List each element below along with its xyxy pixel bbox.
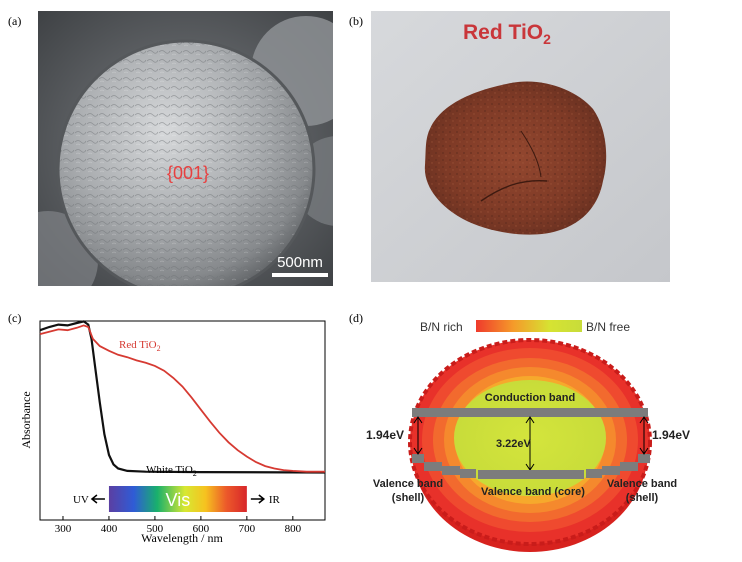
x-tick-label-700: 700: [239, 523, 256, 535]
x-tick-label-300: 300: [55, 523, 72, 535]
series-line-red-tio2: [39, 324, 325, 473]
band-diagram: B/N rich B/N free Conduction band 3.22eV…: [366, 320, 690, 552]
x-tick-label-500: 500: [147, 523, 164, 535]
spectrum-bar: UV Vis IR: [73, 486, 281, 512]
ir-arrow-icon: [250, 494, 266, 504]
shell-gap-label-right: 1.94eV: [652, 428, 690, 442]
panel-label-b: (b): [349, 14, 363, 28]
gradient-right-label: B/N free: [586, 320, 630, 334]
series-label-white-tio2: White TiO2: [146, 464, 197, 478]
x-tick-label-400: 400: [101, 523, 118, 535]
shell-gap-arrowheads-left: [413, 416, 423, 455]
x-tick-label-600: 600: [193, 523, 210, 535]
vis-label: Vis: [166, 490, 191, 510]
shell-gap-label-left: 1.94eV: [366, 428, 404, 442]
conduction-band-bar: [412, 408, 648, 417]
scale-bar-label: 500nm: [277, 254, 323, 271]
panel-label-d: (d): [349, 311, 363, 325]
panel-label-c: (c): [8, 311, 22, 325]
conduction-band-label: Conduction band: [485, 392, 575, 404]
x-tick-label-800: 800: [285, 523, 302, 535]
x-axis-label: Wavelength / nm: [141, 531, 223, 545]
valence-band-shell-left-line2: (shell): [392, 492, 425, 504]
y-axis-label: Absorbance: [19, 391, 33, 448]
valence-band-shell-left-line1: Valence band: [373, 478, 443, 490]
scale-bar: [272, 273, 328, 277]
valence-band-shell-right-line1: Valence band: [607, 478, 677, 490]
panel-label-a: (a): [8, 14, 22, 28]
powder-photo: Red TiO2: [371, 11, 670, 282]
ir-label: IR: [269, 494, 281, 506]
bn-gradient-bar: [476, 320, 582, 332]
plot-frame: [39, 320, 326, 521]
powder-title: Red TiO2: [463, 21, 551, 47]
series-label-red-tio2: Red TiO2: [119, 339, 161, 353]
gradient-left-label: B/N rich: [420, 320, 463, 334]
uv-arrow-icon: [90, 494, 105, 504]
sem-micrograph: {001} 500nm: [38, 11, 333, 286]
core-gap-label: 3.22eV: [496, 438, 532, 450]
series-line-white-tio2: [39, 320, 326, 474]
valence-band-core-label: Valence band (core): [481, 486, 585, 498]
facet-label: {001}: [167, 163, 209, 183]
uv-label: UV: [73, 494, 89, 506]
shell-gap-arrowheads-right: [639, 416, 649, 455]
visible-spectrum-band: [108, 486, 247, 512]
valence-band-core-bars: [412, 454, 650, 479]
absorbance-chart: 300 400 500 600 700 800 UV Vis IR Red TiO2 Whit…: [19, 320, 326, 545]
valence-band-shell-right-line2: (shell): [626, 492, 659, 504]
